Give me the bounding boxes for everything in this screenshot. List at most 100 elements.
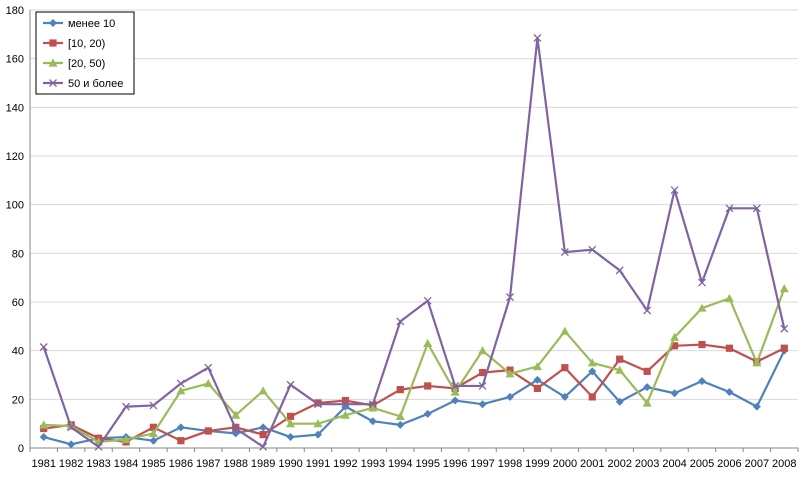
x-tick-label: 1984 (114, 458, 138, 470)
data-point-stroke (423, 296, 432, 305)
data-point (533, 384, 542, 392)
data-point (39, 343, 48, 351)
data-point (149, 436, 158, 445)
x-tick-label: 1994 (388, 458, 412, 470)
gridlines (30, 9, 798, 400)
y-tick-label: 100 (6, 200, 24, 212)
data-point (340, 410, 350, 419)
x-tick-label: 2008 (772, 458, 796, 470)
data-point (314, 400, 322, 409)
data-point (176, 423, 185, 432)
x-tick-label: 2005 (690, 458, 714, 470)
data-point (725, 204, 734, 213)
data-point (478, 346, 488, 355)
data-point (259, 431, 267, 439)
x-tick-label: 1987 (196, 458, 220, 470)
data-point (49, 79, 57, 87)
data-point (204, 427, 212, 435)
data-point (49, 19, 57, 27)
data-point (423, 296, 432, 305)
data-point-stroke (39, 343, 48, 351)
series-2 (39, 284, 789, 446)
y-tick-label: 60 (12, 297, 24, 309)
data-point (313, 419, 323, 428)
data-point (40, 424, 48, 433)
data-point (752, 204, 761, 213)
data-point (451, 396, 460, 405)
data-point (286, 433, 295, 442)
data-point (395, 411, 405, 420)
data-point (259, 442, 268, 451)
data-point (698, 278, 706, 287)
x-tick-label: 1983 (86, 458, 110, 470)
data-point (231, 410, 241, 419)
data-point (39, 433, 48, 442)
data-point (588, 367, 597, 376)
data-point (780, 324, 789, 333)
x-tick-label: 1993 (361, 458, 385, 470)
data-point-stroke (341, 400, 350, 409)
x-tick-label: 1988 (223, 458, 247, 470)
data-point (314, 430, 322, 439)
series-line (43, 288, 786, 444)
data-point (670, 332, 680, 341)
data-point (368, 403, 378, 412)
data-point (396, 386, 404, 394)
data-point (148, 428, 158, 437)
y-tick-label: 0 (18, 443, 24, 455)
data-point (231, 424, 240, 433)
legend-label: 50 и более (68, 78, 123, 90)
data-point (368, 417, 377, 426)
data-point (396, 420, 405, 429)
data-point (121, 434, 131, 444)
data-point (533, 34, 542, 42)
x-tick-label: 2003 (635, 458, 659, 470)
data-point-stroke (122, 402, 130, 411)
x-tick-label: 1998 (498, 458, 522, 470)
series-3 (39, 34, 789, 451)
data-point-stroke (670, 186, 679, 195)
data-point (451, 381, 460, 390)
data-point (48, 58, 58, 67)
data-point (587, 358, 597, 367)
data-point (616, 355, 624, 363)
legend-item: [10, 20) (43, 38, 105, 50)
y-tick-label: 80 (12, 248, 24, 260)
data-point-stroke (149, 401, 158, 410)
data-point (642, 398, 652, 407)
data-point (643, 367, 651, 375)
data-point (561, 364, 569, 372)
x-tick-label: 1997 (470, 458, 494, 470)
data-point (615, 365, 625, 374)
data-point (588, 393, 596, 401)
data-point (643, 383, 652, 392)
data-point (149, 423, 158, 431)
y-tick-label: 40 (12, 346, 24, 358)
x-tick-label: 1992 (333, 458, 357, 470)
data-point (505, 369, 515, 378)
data-point (259, 423, 268, 432)
data-point (368, 400, 377, 409)
data-point (286, 412, 295, 420)
legend-item: менее 10 (43, 18, 115, 30)
data-point-stroke (588, 245, 597, 254)
data-point (423, 409, 432, 418)
data-point (752, 358, 762, 367)
data-point (258, 386, 268, 395)
data-point (149, 401, 158, 410)
x-tick-label: 1995 (415, 458, 439, 470)
data-point (779, 284, 789, 293)
data-point (506, 392, 514, 401)
data-point (560, 392, 569, 401)
data-point (506, 293, 514, 302)
data-point (286, 380, 295, 389)
data-point (698, 377, 706, 386)
data-point (724, 293, 734, 302)
legend: менее 10 [10, 20) [20, 50) 50 и более (35, 11, 135, 95)
data-point-stroke (314, 400, 322, 409)
data-point-stroke (396, 317, 405, 326)
x-tick-label: 2001 (580, 458, 604, 470)
data-point-stroke (176, 379, 185, 388)
series-line (43, 343, 785, 444)
data-point (533, 375, 542, 384)
